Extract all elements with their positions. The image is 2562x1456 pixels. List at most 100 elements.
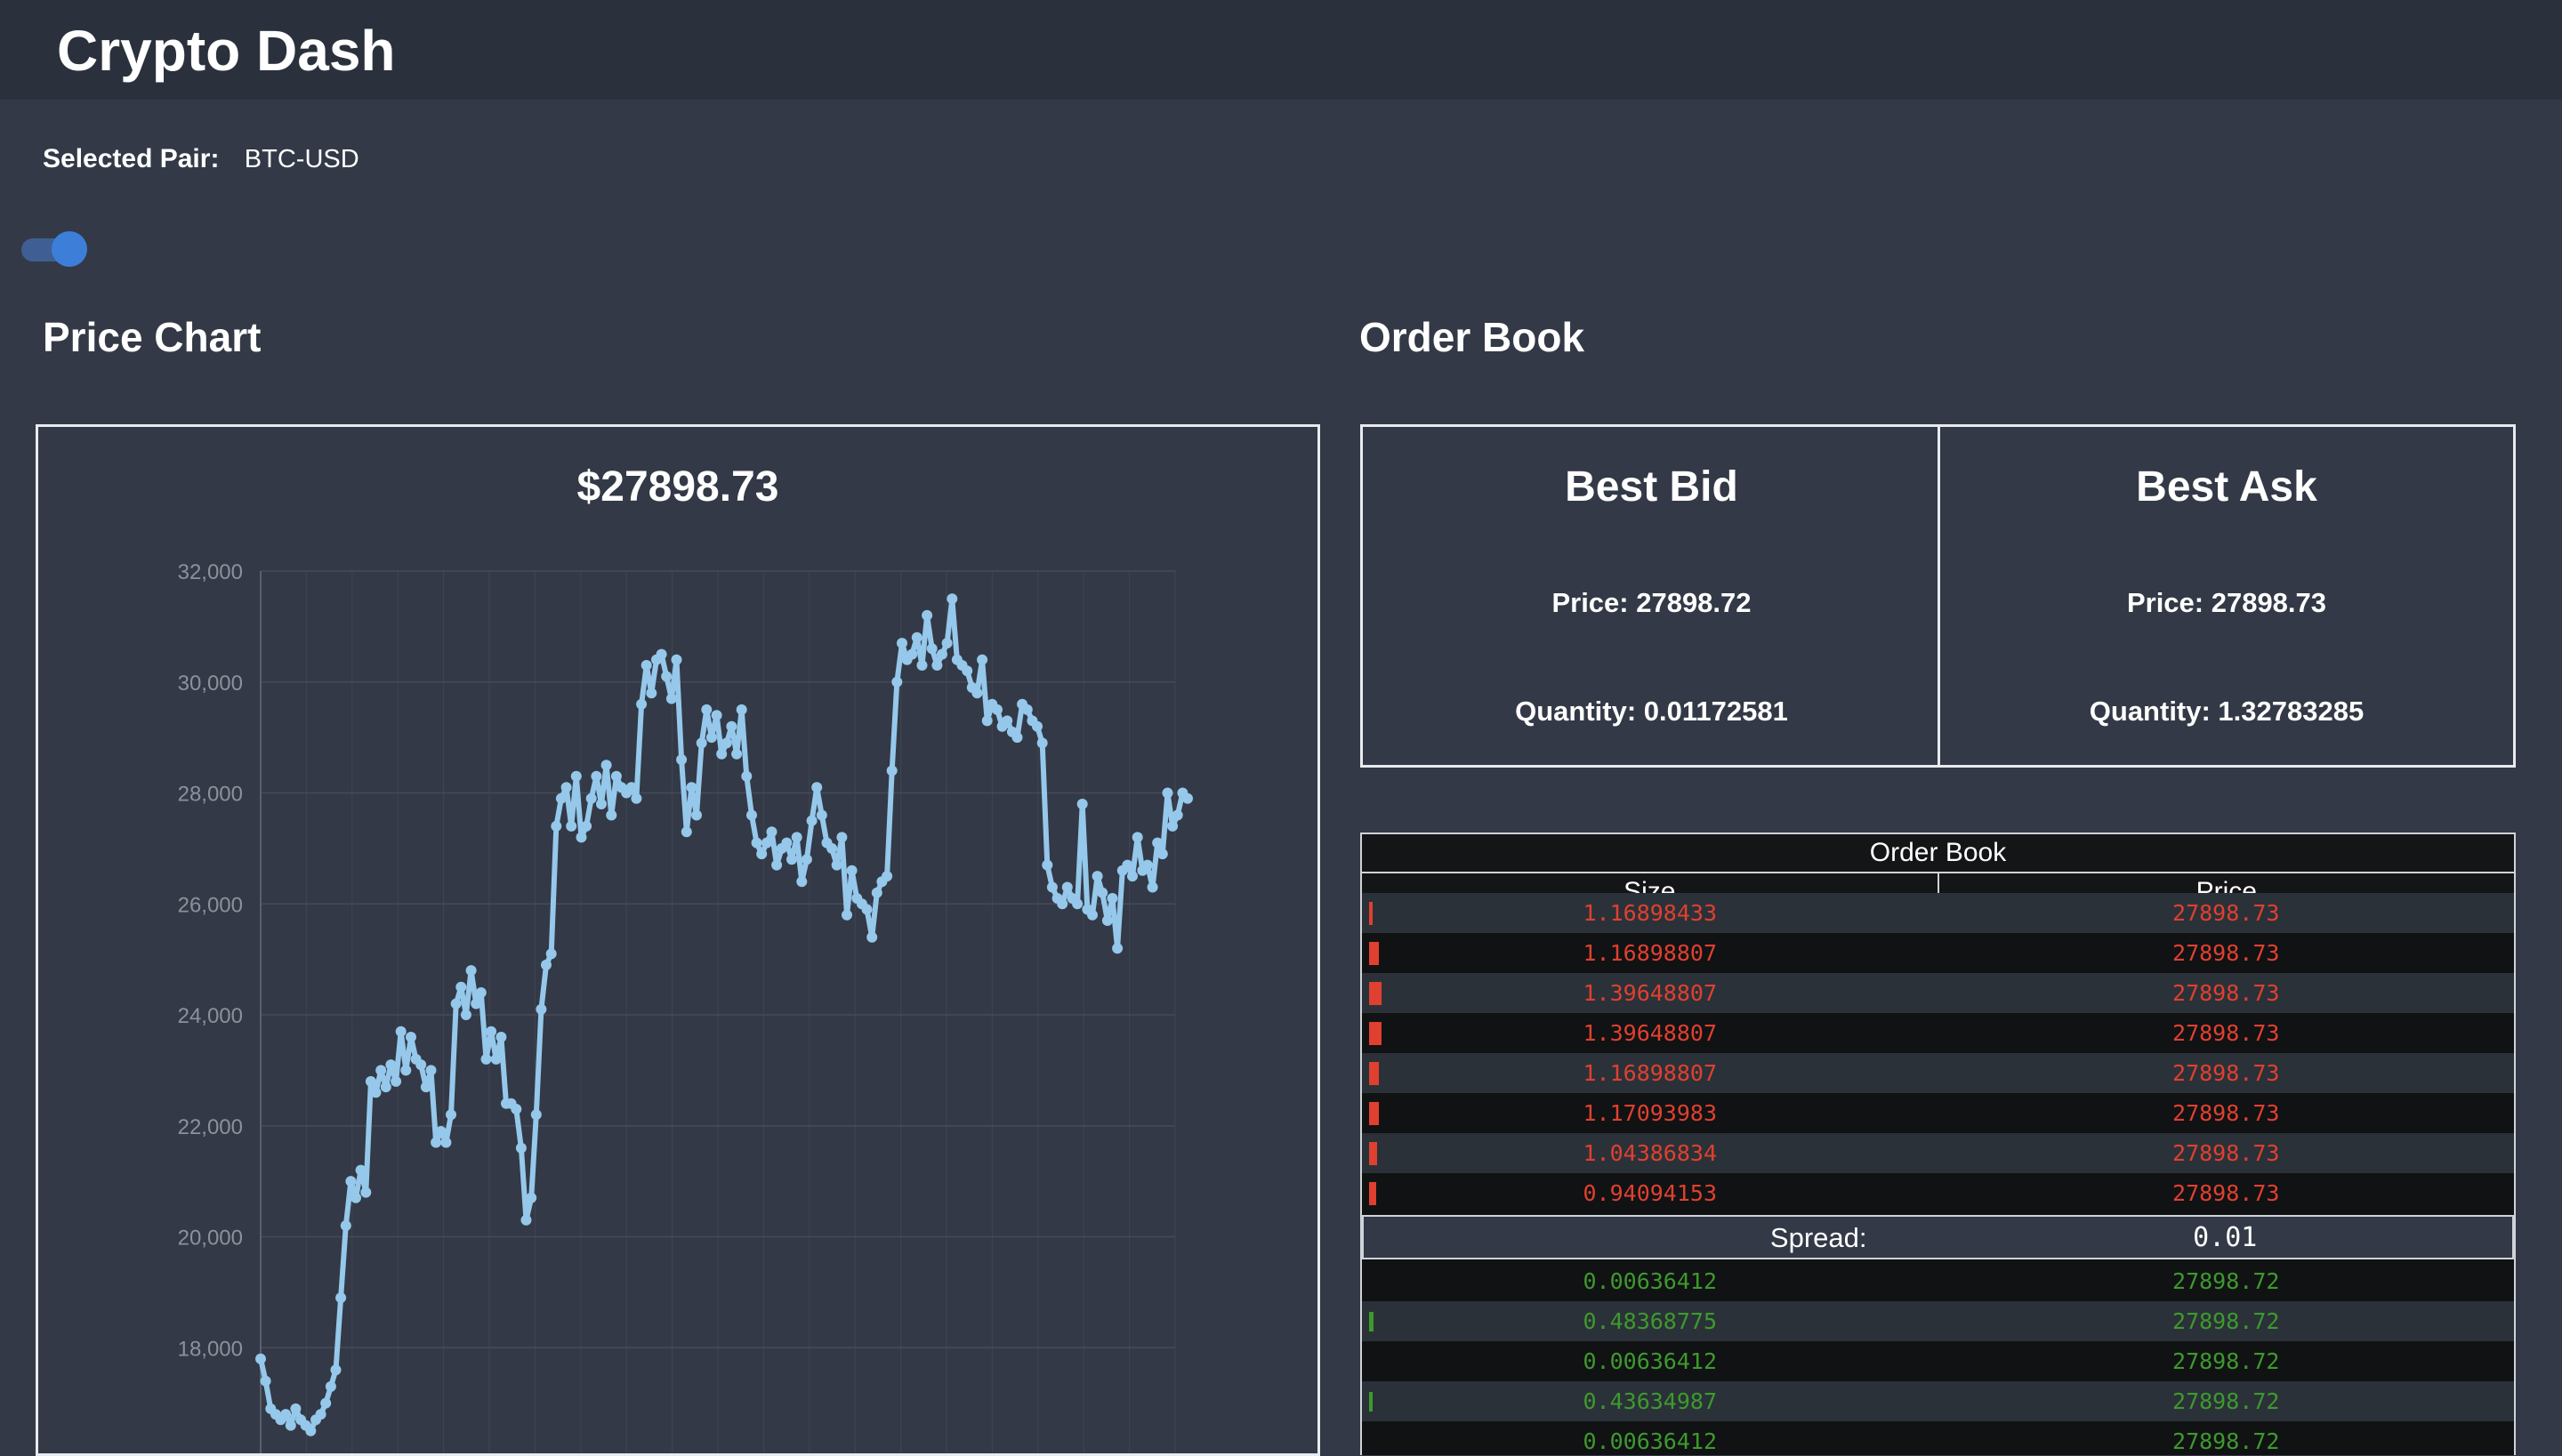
- ask-price: 27898.73: [2172, 900, 2280, 926]
- price-point: [1057, 898, 1068, 910]
- ask-depth-bar: [1369, 1062, 1379, 1085]
- selected-pair-label: Selected Pair:: [43, 144, 220, 173]
- price-point: [460, 1010, 471, 1020]
- price-point: [716, 748, 728, 760]
- y-tick-label: 28,000: [178, 783, 243, 807]
- price-point: [1141, 859, 1153, 871]
- price-point: [335, 1292, 347, 1304]
- spread-row: Spread: 0.01: [1362, 1215, 2514, 1259]
- price-point: [475, 987, 487, 998]
- ask-size: 1.39648807: [1583, 980, 1717, 1006]
- best-ask-quantity: Quantity: 1.32783285: [2089, 696, 2365, 727]
- best-bid-title: Best Bid: [1565, 463, 1738, 511]
- price-point: [1167, 820, 1179, 832]
- ask-size: 1.16898807: [1583, 1060, 1717, 1086]
- price-point: [721, 737, 732, 749]
- price-point: [1107, 893, 1118, 904]
- bid-price: 27898.72: [2172, 1348, 2280, 1374]
- price-point: [1101, 915, 1113, 926]
- price-point: [861, 904, 873, 915]
- price-point: [906, 648, 918, 660]
- price-point: [640, 660, 652, 671]
- spread-label-cell: Spread:: [1364, 1217, 1938, 1258]
- price-point: [365, 1075, 376, 1087]
- price-point: [977, 654, 988, 665]
- price-point: [1182, 792, 1193, 804]
- price-point: [515, 1142, 527, 1154]
- ask-row: 1.16898433 27898.73: [1362, 893, 2514, 933]
- price-point: [705, 732, 717, 744]
- price-point: [1072, 898, 1084, 910]
- order-book-table[interactable]: Order Book Size Price 1.16898433 27898.73…: [1360, 833, 2516, 1455]
- ask-price: 27898.73: [2172, 1180, 2280, 1206]
- price-point: [937, 648, 947, 660]
- ask-size: 1.17093983: [1583, 1100, 1717, 1126]
- order-book-rows[interactable]: 1.16898433 27898.73 1.16898807 27898.73 1.39…: [1362, 893, 2514, 1455]
- price-point: [736, 704, 747, 715]
- price-point: [696, 737, 707, 749]
- price-point: [1147, 881, 1158, 893]
- price-point: [340, 1220, 351, 1231]
- price-point: [1061, 881, 1073, 893]
- ask-price: 27898.73: [2172, 980, 2280, 1006]
- price-point: [916, 660, 928, 671]
- price-point: [330, 1364, 342, 1376]
- ask-price: 27898.73: [2172, 1140, 2280, 1166]
- price-point: [345, 1176, 357, 1187]
- price-point: [560, 782, 572, 793]
- theme-toggle[interactable]: [21, 231, 87, 267]
- price-point: [1122, 859, 1133, 871]
- ask-depth-bar: [1369, 1022, 1382, 1045]
- price-point: [325, 1380, 336, 1392]
- price-point: [766, 826, 777, 838]
- price-point: [385, 1059, 397, 1071]
- order-book-heading: Order Book: [1359, 314, 1585, 360]
- price-point: [520, 1214, 532, 1226]
- price-point: [992, 704, 1003, 715]
- price-point: [1172, 809, 1183, 821]
- price-point: [836, 832, 848, 843]
- price-point: [1046, 881, 1058, 893]
- price-point: [555, 792, 567, 804]
- price-point: [686, 782, 697, 793]
- ask-size: 1.16898433: [1583, 900, 1717, 926]
- price-point: [570, 770, 582, 782]
- price-point: [1087, 909, 1098, 921]
- bid-size: 0.00636412: [1583, 1268, 1717, 1294]
- price-point: [576, 832, 587, 843]
- selected-pair-row: Selected Pair: BTC-USD: [43, 144, 359, 174]
- price-point: [610, 770, 622, 782]
- price-point: [926, 643, 938, 655]
- price-point: [816, 809, 827, 821]
- price-point: [1132, 832, 1143, 843]
- price-point: [450, 998, 462, 1010]
- y-tick-label: 32,000: [178, 560, 243, 584]
- price-point: [355, 1164, 367, 1176]
- price-point: [671, 654, 682, 665]
- price-point: [290, 1403, 302, 1414]
- toggle-knob[interactable]: [52, 231, 87, 267]
- price-point: [305, 1425, 317, 1436]
- price-point: [661, 671, 673, 682]
- price-point: [415, 1059, 427, 1071]
- price-point: [846, 865, 858, 876]
- ask-size: 1.04386834: [1583, 1140, 1717, 1166]
- price-point: [931, 660, 943, 671]
- price-point: [581, 820, 592, 832]
- price-point: [1076, 799, 1088, 809]
- price-point: [425, 1065, 437, 1076]
- ask-depth-bar: [1369, 1142, 1377, 1165]
- bid-row: 0.43634987 27898.72: [1362, 1381, 2514, 1421]
- price-point: [826, 842, 838, 854]
- price-point: [480, 1053, 492, 1065]
- ask-row: 1.16898807 27898.73: [1362, 933, 2514, 973]
- price-point: [541, 959, 552, 970]
- price-point: [831, 859, 842, 871]
- price-point: [591, 770, 602, 782]
- ask-depth-bar: [1369, 1102, 1379, 1125]
- best-bid-quantity: Quantity: 0.01172581: [1515, 696, 1788, 727]
- bid-size: 0.00636412: [1583, 1428, 1717, 1454]
- price-point: [536, 1003, 547, 1015]
- price-chart: 32,000 30,000 28,000 26,000 24,000 22,000 20,0…: [178, 560, 1193, 1453]
- price-point: [526, 1192, 537, 1203]
